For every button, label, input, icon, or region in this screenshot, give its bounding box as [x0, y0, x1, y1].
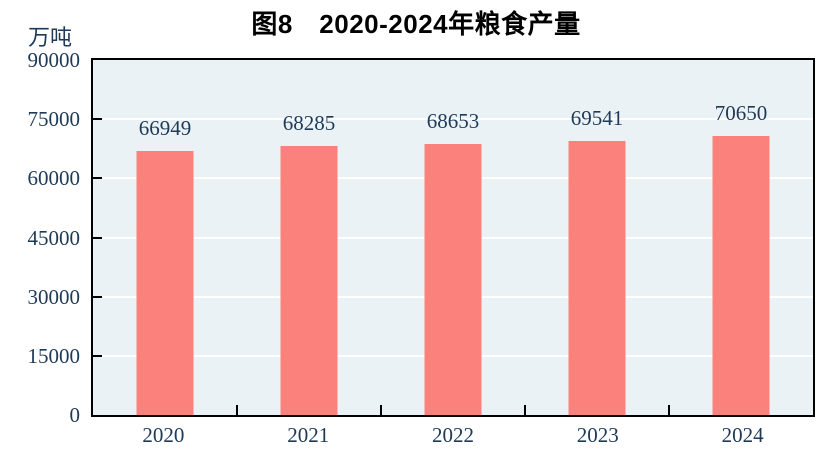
plot-area: 66949 68285 68653 69541 70650 [91, 58, 815, 417]
bar-value-label: 68653 [426, 109, 480, 134]
bar [280, 145, 338, 415]
y-axis-tick-label: 30000 [27, 284, 81, 309]
x-axis-category-label: 2020 [142, 423, 185, 447]
x-axis-tick [380, 405, 382, 415]
y-axis-tick [93, 295, 102, 298]
x-axis-category-label: 2021 [287, 423, 330, 447]
y-axis-tick [93, 236, 102, 239]
bar-value-label: 70650 [714, 101, 768, 126]
y-axis-tick-label: 45000 [27, 225, 81, 250]
y-axis-unit-label: 万吨 [28, 25, 73, 50]
bar [568, 140, 626, 415]
y-axis-tick-label: 15000 [27, 343, 81, 368]
x-axis-tick [668, 405, 670, 415]
bar-column: 69541 [525, 60, 669, 415]
x-axis-category-label: 2024 [721, 423, 764, 447]
bar-column: 66949 [93, 60, 237, 415]
bar-column: 68285 [237, 60, 381, 415]
x-axis-category-label: 2023 [576, 423, 619, 447]
x-axis-tick [524, 405, 526, 415]
bar [424, 144, 482, 415]
x-axis-tick-labels: 2020 2021 2022 2023 2024 [91, 420, 815, 452]
y-axis-tick-label: 60000 [27, 166, 81, 191]
bar-column: 68653 [381, 60, 525, 415]
bar-value-label: 69541 [570, 105, 624, 130]
bar-column: 70650 [669, 60, 813, 415]
x-axis-category-label: 2022 [431, 423, 474, 447]
bar [136, 150, 194, 415]
bar-value-label: 66949 [138, 115, 192, 140]
y-axis-tick-label: 90000 [27, 48, 81, 72]
y-axis-tick [93, 354, 102, 357]
gridline [93, 118, 813, 121]
y-axis-tick [93, 118, 102, 121]
bar-value-label: 68285 [282, 110, 336, 135]
chart-title: 图8 2020-2024年粮食产量 [251, 9, 581, 39]
y-axis-tick-label: 75000 [27, 107, 81, 132]
bar [712, 136, 770, 415]
y-axis-tick-label: 0 [69, 403, 81, 427]
y-axis-tick-labels: 0 15000 30000 45000 60000 75000 90000 [0, 49, 81, 426]
x-axis-tick [236, 405, 238, 415]
y-axis-tick [93, 177, 102, 180]
